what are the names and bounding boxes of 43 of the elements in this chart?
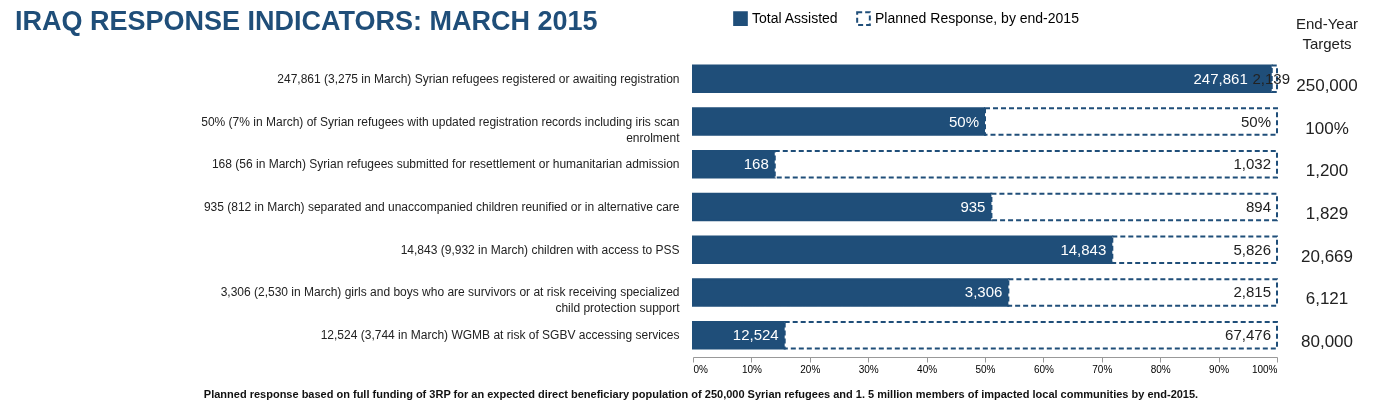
x-tick-label: 70% <box>1092 363 1113 375</box>
annotation: 80,000 <box>1301 332 1353 352</box>
annotation: 250,000 <box>1296 75 1358 95</box>
annotation: 6,121 <box>1305 289 1349 309</box>
y-tick-label: 247,861 (3,275 in March) Syrian refugees registered or awaiting registration <box>277 71 680 86</box>
y-tick-label: 168 (56 in March) Syrian refugees submitted for resettlement or humanitarian admission <box>211 157 680 172</box>
annotation: 100% <box>1305 118 1349 138</box>
annotation: 50% <box>948 112 979 130</box>
text: Planned response based on full funding of 3RP for an expected direct beneficiary population of 250,000 Syrian refugees and 1. 5 million members of impacted local communities by end-2015. <box>203 388 1199 400</box>
y-tick-label: 50% (7% in March) of Syrian refugees with updated registration records including iris scan enrolment <box>201 114 681 145</box>
annotation: 12,524 <box>732 326 779 344</box>
annotation: 3,306 <box>964 283 1003 301</box>
x-tick-label: 20% <box>800 363 821 375</box>
y-tick-label: 935 (812 in March) separated and unaccompanied children reunified or in alternative care <box>203 200 680 214</box>
annotation: 14,843 <box>1060 240 1107 258</box>
x-tick-label: 50% <box>975 363 996 375</box>
x-tick-label: 100% <box>1251 363 1278 375</box>
annotation: 20,669 <box>1301 246 1353 266</box>
x-tick-label: 30% <box>858 363 879 375</box>
y-tick-label: 14,843 (9,932 in March) children with access to PSS <box>400 242 680 257</box>
x-tick-label: 40% <box>917 363 938 375</box>
text: IRAQ RESPONSE INDICATORS: MARCH 2015 <box>15 6 598 36</box>
annotation: 50% <box>1240 112 1271 130</box>
annotation: 1,032 <box>1233 155 1271 173</box>
annotation: 894 <box>1245 198 1271 215</box>
y-tick-label: 3,306 (2,530 in March) girls and boys who are survivors or at risk receiving specialized child protection support <box>220 285 681 316</box>
annotation: 1,829 <box>1305 204 1349 223</box>
annotation: 168 <box>743 155 769 173</box>
annotation: 67,476 <box>1225 326 1271 344</box>
legend-label: Total Assisted <box>752 9 838 26</box>
x-tick-label: 80% <box>1150 363 1171 375</box>
x-tick-label: 90% <box>1209 363 1230 375</box>
x-tick-label: 0% <box>693 363 709 375</box>
annotation: 1,200 <box>1305 161 1349 181</box>
annotation: 5,826 <box>1233 240 1271 258</box>
annotation: 935 <box>960 198 986 215</box>
y2-axis-title: End-Year Targets <box>1296 15 1358 52</box>
x-tick-label: 60% <box>1033 363 1055 375</box>
annotation: 247,861 <box>1193 69 1248 87</box>
x-tick-label: 10% <box>741 363 763 375</box>
annotation: 2,815 <box>1233 283 1271 301</box>
legend-label: Planned Response, by end-2015 <box>875 9 1080 26</box>
y-tick-label: 12,524 (3,744 in March) WGMB at risk of SGBV accessing services <box>320 328 680 343</box>
